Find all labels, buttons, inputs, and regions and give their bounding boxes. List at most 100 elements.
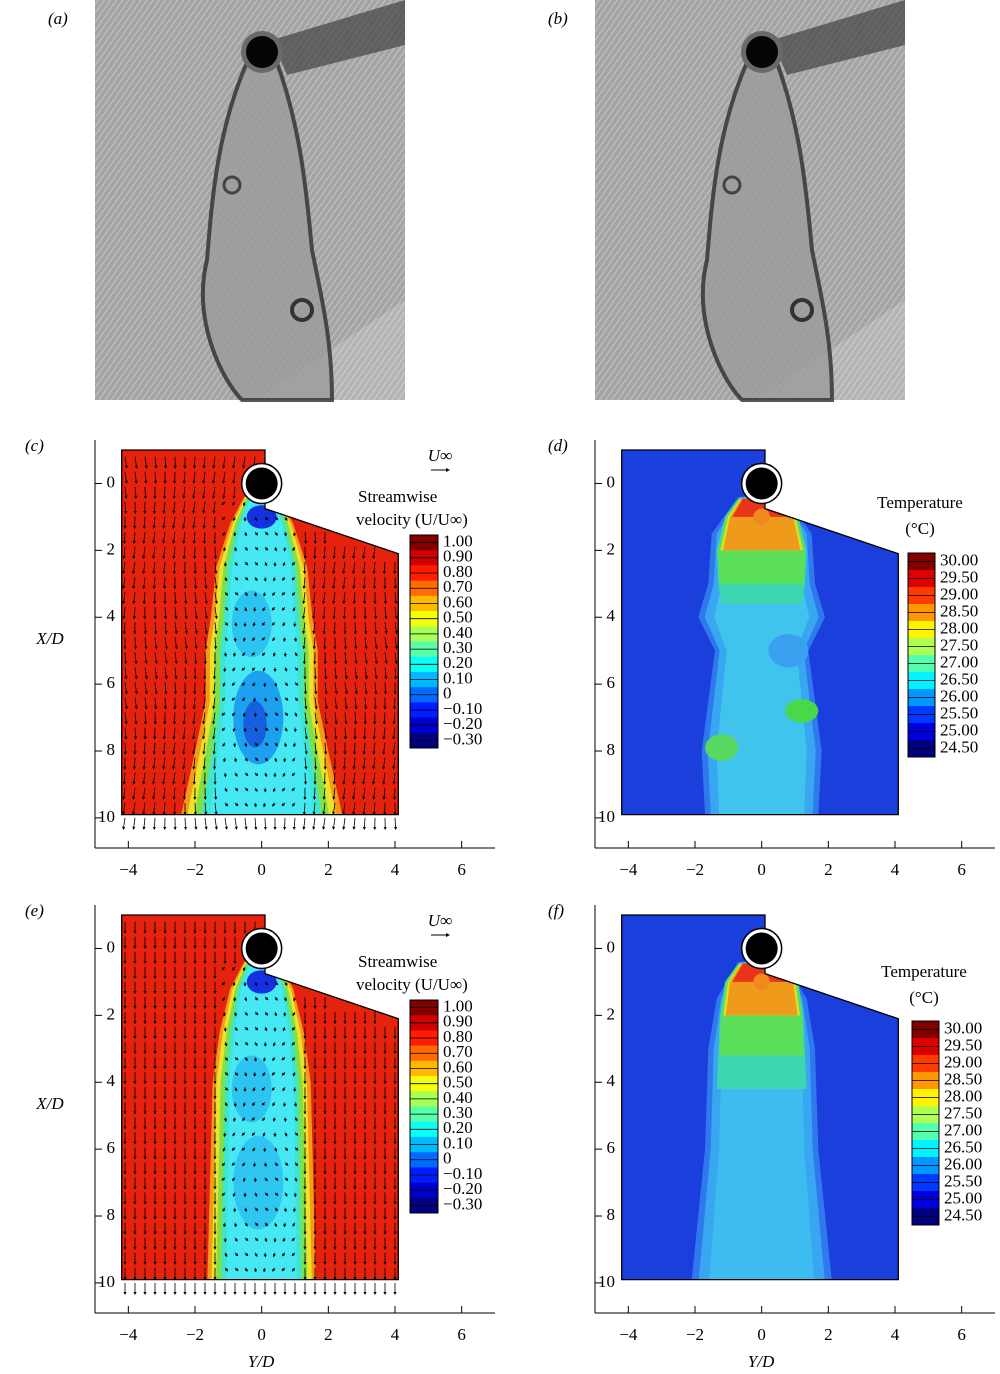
velocity-vector: [284, 1162, 289, 1166]
x-tick-label: −2: [186, 1325, 204, 1344]
velocity-vector: [192, 516, 196, 529]
panel-label: (d): [548, 436, 568, 455]
y-tick-label: 4: [107, 1071, 116, 1090]
velocity-vector: [342, 817, 346, 830]
velocity-vector: [274, 1222, 278, 1228]
velocity-vector: [162, 727, 166, 740]
plume-eddy: [222, 175, 242, 195]
velocity-vector: [322, 577, 326, 590]
velocity-vector: [152, 562, 156, 575]
cylinder: [246, 36, 278, 68]
velocity-vector: [202, 516, 206, 530]
velocity-vector: [192, 772, 196, 785]
velocity-vector: [364, 682, 368, 695]
velocity-vector: [232, 471, 236, 484]
velocity-vector: [382, 562, 386, 575]
velocity-vector: [224, 1041, 228, 1047]
velocity-vector: [244, 742, 248, 748]
velocity-vector: [132, 757, 137, 770]
velocity-vector: [182, 742, 186, 755]
y-axis-label: X/D: [35, 629, 64, 648]
velocity-vector: [234, 1041, 239, 1046]
velocity-vector: [314, 742, 318, 755]
velocity-vector: [202, 712, 206, 725]
velocity-vector: [193, 802, 198, 816]
velocity-vector: [303, 682, 308, 695]
velocity-vector: [382, 772, 386, 785]
velocity-vector: [274, 1207, 278, 1212]
velocity-vector: [374, 637, 378, 650]
velocity-vector: [134, 456, 138, 469]
velocity-vector: [312, 787, 317, 800]
y-tick-label: 2: [107, 539, 116, 558]
velocity-vector: [224, 1086, 229, 1091]
velocity-vector: [223, 652, 227, 658]
velocity-vector: [353, 712, 358, 725]
velocity-vector: [214, 817, 218, 830]
velocity-vector: [343, 637, 348, 650]
velocity-vector: [362, 757, 366, 770]
velocity-vector: [154, 622, 158, 635]
velocity-vector: [394, 652, 398, 665]
velocity-vector: [192, 712, 196, 725]
velocity-vector: [212, 742, 216, 755]
x-tick-label: 0: [757, 1325, 766, 1344]
velocity-vector: [221, 966, 226, 971]
velocity-vector: [261, 1102, 266, 1106]
colorbar-label: 28.00: [940, 618, 978, 637]
velocity-vector: [284, 712, 289, 717]
colorbar-label: 28.50: [944, 1069, 982, 1088]
velocity-vector: [392, 727, 396, 740]
velocity-vector: [154, 637, 158, 650]
y-tick-label: 2: [607, 1004, 616, 1023]
x-tick-label: −2: [686, 1325, 704, 1344]
velocity-vector: [324, 727, 328, 740]
velocity-vector: [223, 1222, 227, 1228]
velocity-vector: [272, 787, 276, 793]
velocity-vector: [322, 802, 326, 815]
velocity-vector: [312, 817, 316, 830]
velocity-vector: [332, 577, 336, 590]
velocity-vector: [251, 1102, 256, 1107]
velocity-vector: [291, 1041, 296, 1046]
velocity-vector: [334, 652, 338, 665]
velocity-vector: [152, 531, 156, 545]
wake-contour: [207, 496, 317, 815]
velocity-vector: [263, 1162, 267, 1168]
velocity-vector: [214, 802, 218, 815]
velocity-vector: [322, 622, 326, 635]
velocity-vector: [272, 1102, 276, 1107]
velocity-vector: [292, 607, 296, 612]
velocity-vector: [384, 652, 388, 665]
velocity-vector: [213, 637, 218, 650]
velocity-vector: [192, 501, 196, 514]
velocity-vector: [284, 697, 289, 701]
velocity-vector: [312, 592, 316, 605]
velocity-vector: [152, 817, 156, 831]
velocity-vector: [142, 592, 146, 605]
velocity-vector: [292, 817, 296, 831]
velocity-vector: [392, 787, 397, 800]
velocity-vector: [224, 1267, 229, 1272]
velocity-vector: [162, 757, 166, 770]
colorbar-label: −0.10: [443, 699, 482, 718]
velocity-vector: [212, 471, 216, 484]
colorbar-label: 27.50: [944, 1103, 982, 1122]
velocity-vector: [124, 501, 128, 515]
velocity-vector: [264, 561, 268, 567]
y-tick-label: 6: [107, 673, 116, 692]
velocity-vector: [234, 1252, 239, 1257]
velocity-vector: [293, 1207, 297, 1213]
contour-blob: [768, 633, 809, 668]
velocity-vector: [254, 1222, 259, 1227]
plume-eddy: [722, 175, 742, 195]
velocity-vector: [282, 772, 286, 778]
velocity-vector: [352, 546, 356, 560]
velocity-vector: [194, 577, 198, 590]
velocity-vector: [202, 682, 206, 695]
velocity-vector: [264, 757, 269, 762]
plume-eddy: [290, 298, 314, 322]
velocity-vector: [182, 471, 186, 484]
velocity-vector: [291, 802, 296, 807]
velocity-vector: [292, 546, 296, 552]
